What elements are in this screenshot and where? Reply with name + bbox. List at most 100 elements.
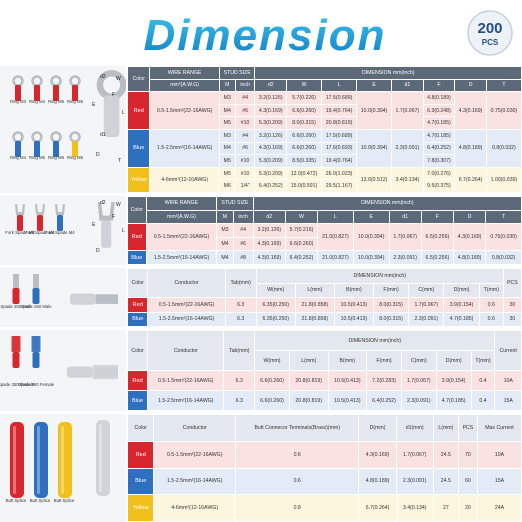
- header-cell: W: [286, 78, 323, 93]
- header-row: Color Conductor Tab(mm) DIMENSION mm(inch) P…: [126, 268, 522, 298]
- data-cell: M5: [218, 116, 236, 130]
- data-cell: 3.9(0.154): [443, 297, 480, 313]
- color-cell: Blue: [126, 390, 149, 411]
- data-cell: 4.7(0.185): [443, 311, 480, 327]
- data-cell: 1.5-2.5mm²(16-14AWG): [147, 311, 226, 327]
- header-cell: D: [454, 78, 487, 93]
- header-cell: Butt Connecor Terminals(Brass)(mm): [234, 414, 360, 442]
- data-cell: 10.5(0.413): [327, 390, 368, 411]
- diagram-label: F: [112, 92, 115, 98]
- data-cell: 4-6mm²(12-10AWG): [149, 166, 220, 194]
- diagram-label: D: [96, 248, 100, 254]
- data-cell: M6: [218, 179, 236, 193]
- header-row: Color Conductor Butt Connecor Terminals(Br…: [126, 414, 522, 442]
- header-row: W(mm) L(mm) B(mm) F(mm) C(mm) D(mm) T(mm): [128, 282, 522, 298]
- data-cell: 7.2(0.283): [366, 370, 402, 391]
- data-cell: M4: [218, 141, 236, 156]
- header-cell: inch: [232, 209, 254, 225]
- data-cell: 4.3(0.169): [252, 250, 286, 265]
- badge-unit: PCS: [482, 38, 499, 47]
- data-cell: 12.0(0.472): [286, 166, 323, 181]
- terminal-icon: [50, 131, 62, 157]
- product-label: Fork Spade M3: [5, 230, 35, 235]
- data-cell: 4.7(0.185): [435, 390, 472, 411]
- header-cell: E: [352, 209, 390, 225]
- barrel: [32, 288, 40, 304]
- terminal-icon: [69, 131, 81, 157]
- data-cell: 4.3(0.169): [252, 236, 286, 252]
- data-cell: 6.35(0.250): [255, 311, 296, 327]
- data-cell: 4.8(0.189): [452, 250, 487, 265]
- header-cell: WIRE RANGE: [145, 196, 218, 211]
- data-cell: 20: [457, 494, 478, 522]
- product-label: Butt Splice: [30, 498, 51, 503]
- barrel: [57, 215, 63, 231]
- data-cell: 6.4(0.252): [422, 141, 456, 156]
- data-row: Red 0.5-1.5mm²(22-16AWG) M3 #4 3.2(0.126) 5.7…: [127, 223, 522, 252]
- data-cell: 21.8(0.858): [294, 297, 335, 313]
- data-cell: 17.5(0.689): [321, 128, 358, 143]
- barrel: [37, 215, 43, 231]
- data-cell: 7.0(0.276): [422, 166, 456, 181]
- data-cell: 21.0(0.827): [317, 250, 354, 265]
- header-cell: d1(mm): [395, 414, 434, 442]
- header-cell: M: [218, 78, 236, 93]
- color-cell: Red: [127, 223, 147, 252]
- data-cell: 15A: [494, 390, 522, 411]
- data-cell: 0.5-1.5mm²(22-16AWG): [149, 91, 220, 130]
- diagram-label: d2: [100, 74, 106, 80]
- data-cell: M5: [218, 154, 236, 168]
- data-cell: 3.4(0.134): [391, 166, 424, 194]
- data-cell: 10A: [476, 440, 522, 469]
- fork: [97, 202, 115, 221]
- color-cell: Blue: [126, 128, 151, 168]
- header-cell: T: [485, 209, 522, 225]
- ring: [31, 131, 43, 143]
- data-cell: 6.3: [224, 311, 257, 327]
- product-label: Ring M5: [48, 99, 65, 104]
- data-cell: 17.5(0.689): [321, 91, 358, 105]
- tab: [13, 274, 19, 288]
- diagram-label: T: [118, 158, 121, 164]
- table: Color WIRE RANGE STUD SIZE DIMENSION mm(inc…: [126, 65, 522, 194]
- fork: [35, 204, 45, 215]
- ring: [69, 131, 81, 143]
- header-cell: DIMENSION mm(inch): [254, 330, 496, 351]
- data-cell: 24.5: [432, 440, 459, 469]
- data-cell: 3.4(0.134): [395, 494, 434, 522]
- data-cell: 0.5-1.5mm²(22-16AWG): [153, 440, 236, 469]
- data-cell: 20.8(0.819): [288, 370, 329, 391]
- barrel: [53, 85, 59, 101]
- data-cell: 8.0(0.315): [286, 116, 323, 130]
- header-row: Color Conductor Tab(mm) DIMENSION mm(inch) C…: [126, 330, 522, 371]
- dimension-table: Color WIRE RANGE STUD SIZE DIMENSION mm(inc…: [127, 195, 522, 265]
- barrel: [72, 141, 78, 157]
- data-cell: 6.6(0.260): [286, 128, 323, 143]
- header-cell: d2: [252, 209, 286, 225]
- data-row: Red 0.5-1.5mm²(22-16AWG) M3 #4 3.2(0.126) 5.7…: [126, 91, 522, 130]
- section: Butt Splice Butt Splice Butt Splice Color Co…: [0, 414, 522, 522]
- data-cell: M4: [216, 236, 234, 252]
- terminal-icon: [34, 422, 48, 498]
- data-cell: 20.8(0.819): [288, 390, 329, 411]
- terminal-icon: [31, 75, 43, 101]
- shine: [99, 424, 102, 492]
- data-cell: #6: [234, 103, 256, 118]
- data-cell: 4.3(0.169): [454, 91, 487, 130]
- terminal-icon: [69, 75, 81, 101]
- barrel: [66, 366, 93, 378]
- product-label: Ring M5: [29, 155, 46, 160]
- header-cell: C(mm): [408, 282, 445, 298]
- color-cell: Yellow: [126, 166, 151, 194]
- diagram: [69, 293, 118, 305]
- data-cell: 8.5(0.335): [286, 154, 323, 168]
- data-cell: 6.5(0.256): [420, 250, 454, 265]
- diagram-label: F: [112, 214, 115, 220]
- data-cell: 1.5-2.5mm²(16-14AWG): [147, 390, 225, 411]
- data-cell: 19.4(0.764): [321, 103, 358, 118]
- terminal-icon: [55, 204, 65, 231]
- header-row: Color WIRE RANGE STUD SIZE DIMENSION mm(inc…: [127, 195, 522, 225]
